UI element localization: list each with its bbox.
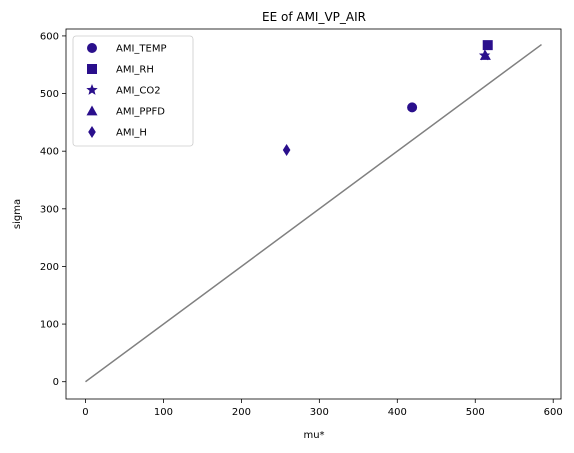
legend-label: AMI_RH <box>116 65 154 76</box>
x-axis-title: mu* <box>303 430 324 441</box>
y-axis-title: sigma <box>12 199 23 229</box>
x-tick-label: 400 <box>388 407 407 418</box>
legend-label: AMI_TEMP <box>116 44 167 55</box>
y-tick-label: 0 <box>53 377 59 388</box>
y-tick-label: 300 <box>40 204 59 215</box>
legend-marker-ami-ppfd <box>86 105 98 116</box>
legend-marker-ami-co2 <box>86 84 98 95</box>
y-tick-label: 200 <box>40 262 59 273</box>
legend-label: AMI_PPFD <box>116 107 165 118</box>
data-point-ami-rh <box>482 40 493 51</box>
legend: AMI_TEMP AMI_RH AMI_CO2 AMI_PPFD AMI_H <box>72 35 194 147</box>
reference-line-layer <box>85 43 542 383</box>
data-point-ami-ppfd <box>479 50 491 60</box>
y-tick-label: 400 <box>40 147 59 158</box>
plot-area-frame <box>65 28 562 400</box>
data-point-ami-temp <box>407 102 418 113</box>
reference-line <box>85 43 542 383</box>
y-tick-label: 100 <box>40 320 59 331</box>
legend-label: AMI_CO2 <box>116 86 161 97</box>
x-tick-label: 0 <box>82 407 88 418</box>
x-tick-label: 100 <box>154 407 173 418</box>
legend-marker-ami-h <box>88 126 96 138</box>
y-axis-ticks: 0 100 200 300 400 500 600 <box>40 31 66 388</box>
legend-marker-ami-temp <box>87 43 97 53</box>
x-tick-label: 600 <box>544 407 563 418</box>
x-tick-label: 300 <box>310 407 329 418</box>
legend-box <box>72 35 194 147</box>
data-points-layer <box>282 40 493 157</box>
x-tick-label: 500 <box>466 407 485 418</box>
x-tick-label: 200 <box>232 407 251 418</box>
y-tick-label: 500 <box>40 89 59 100</box>
data-point-ami-h <box>282 144 291 157</box>
chart-title: EE of AMI_VP_AIR <box>262 10 366 24</box>
legend-marker-ami-rh <box>87 64 97 74</box>
legend-label: AMI_H <box>116 128 147 139</box>
y-tick-label: 600 <box>40 31 59 42</box>
x-axis-ticks: 0 100 200 300 400 500 600 <box>82 399 563 418</box>
